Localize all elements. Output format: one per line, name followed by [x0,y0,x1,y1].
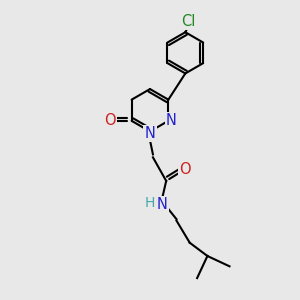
Text: H: H [145,196,155,210]
Text: N: N [157,197,168,212]
Text: O: O [179,162,191,177]
Text: N: N [145,126,155,141]
Text: N: N [166,113,177,128]
Text: Cl: Cl [181,14,196,29]
Text: O: O [104,113,116,128]
